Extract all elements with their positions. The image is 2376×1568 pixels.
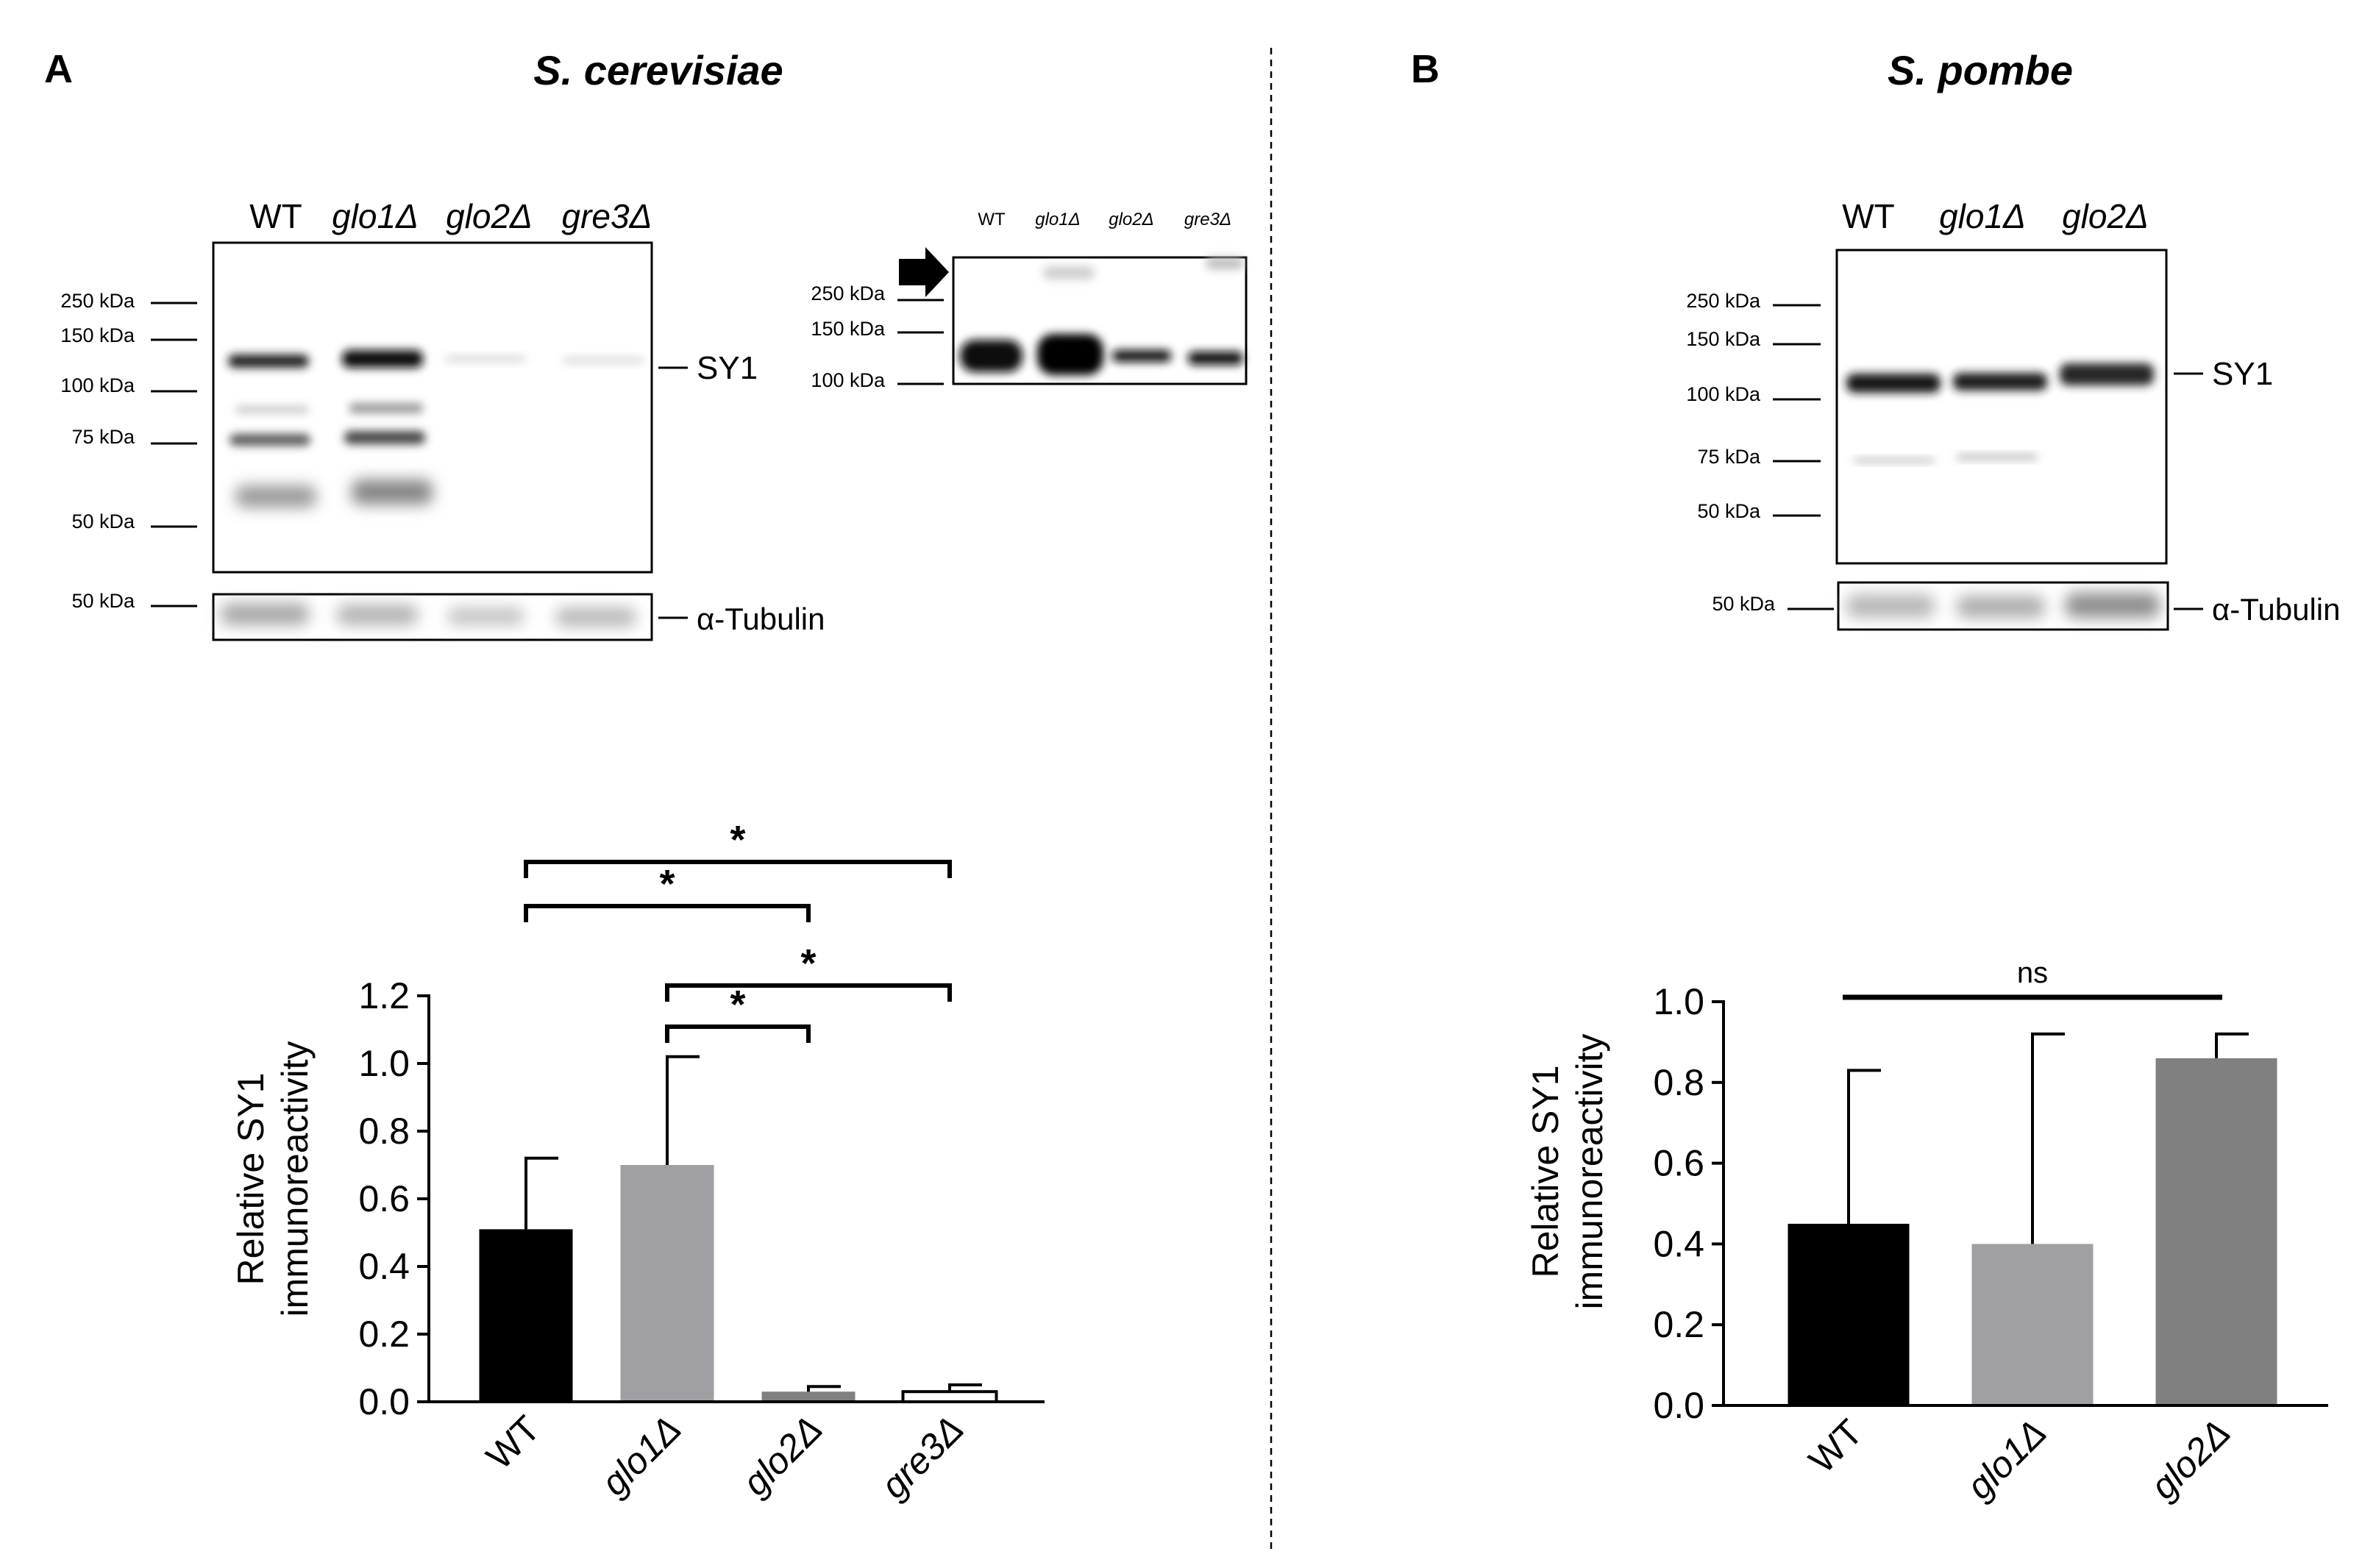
blot-b-loading-label: α-Tubulin	[2212, 592, 2340, 627]
blot-b-marker: 100 kDa	[1686, 383, 1761, 405]
blot-b-loading-marker: 50 kDa	[1712, 593, 1776, 615]
chart-a-y-tick-label: 0.0	[358, 1381, 410, 1422]
blot-a-marker: 150 kDa	[60, 324, 135, 346]
blot-b-marker: 50 kDa	[1697, 500, 1761, 522]
blot-a-marker: 250 kDa	[60, 290, 135, 312]
chart-b-bar	[1788, 1223, 1910, 1405]
blot-a-markers: 250 kDa 150 kDa 100 kDa 75 kDa 50 kDa	[60, 290, 197, 532]
inset-lane-label: WT	[978, 210, 1006, 229]
band	[344, 431, 425, 444]
blot-a-marker: 50 kDa	[71, 510, 135, 532]
chart-b-ylabel-line2: immunoreactivity	[1569, 1033, 1610, 1309]
blot-b-image	[1835, 249, 2168, 565]
inset-lane-label: glo2Δ	[1109, 210, 1153, 229]
blot-a-loading-marker: 50 kDa	[71, 590, 135, 612]
chart-b-x-tick-label: glo2Δ	[2143, 1411, 2238, 1507]
chart-b-y-tick-label: 0.2	[1653, 1304, 1704, 1345]
chart-a-sig-bracket	[524, 860, 952, 878]
band	[563, 357, 644, 363]
inset-marker: 250 kDa	[811, 282, 886, 304]
blot-b-lane-label: glo1Δ	[1939, 197, 2026, 235]
chart-b: Relative SY1 immunoreactivity 0.0 0.2 0.4 0…	[1525, 957, 2328, 1507]
chart-a-bar	[620, 1165, 714, 1402]
band	[228, 354, 309, 368]
band	[349, 403, 423, 413]
blot-a-tubulin-image	[212, 593, 653, 641]
arrow-icon	[899, 247, 949, 297]
chart-a: Relative SY1 immunoreactivity 0.0 0.2 0.4 0…	[230, 818, 1045, 1506]
chart-a-bar	[479, 1229, 573, 1402]
chart-a-y-tick-label: 0.2	[358, 1314, 410, 1355]
band	[235, 406, 309, 413]
blot-a-lane-label: glo1Δ	[332, 197, 419, 235]
blot-b-lane-label: glo2Δ	[2062, 197, 2149, 235]
chart-a-x-tick-label: gre3Δ	[873, 1408, 972, 1506]
blot-b-lane-headers: WT glo1Δ glo2Δ	[1842, 197, 2149, 235]
chart-a-sig-bracket	[524, 904, 811, 922]
blot-b-marker: 250 kDa	[1686, 290, 1761, 312]
chart-b-x-tick-label: glo1Δ	[1959, 1411, 2055, 1507]
panel-b-label: B	[1411, 47, 1440, 91]
chart-b-ylabel-line1: Relative SY1	[1525, 1065, 1566, 1277]
chart-a-y-tick-label: 1.2	[358, 975, 410, 1016]
inset-marker: 100 kDa	[811, 369, 886, 391]
chart-a-y-tick-label: 0.4	[358, 1246, 410, 1287]
chart-a-bar	[901, 1390, 998, 1403]
chart-b-x-tick-label: WT	[1801, 1411, 1871, 1481]
blot-b-markers: 250 kDa 150 kDa 100 kDa 75 kDa 50 kDa	[1686, 290, 1821, 522]
blot-a-lane-headers: WT glo1Δ glo2Δ gre3Δ	[249, 197, 652, 235]
chart-a-sig-label: *	[730, 983, 745, 1027]
chart-a-sig-bracket	[665, 1024, 811, 1043]
blot-a-band-label: SY1	[697, 350, 758, 386]
blot-b-lane-label: WT	[1842, 197, 1895, 235]
chart-a-x-tick-label: glo2Δ	[735, 1408, 830, 1503]
inset-lane-headers: WT glo1Δ glo2Δ gre3Δ	[978, 210, 1231, 229]
inset-markers: 250 kDa 150 kDa 100 kDa	[811, 282, 944, 391]
chart-a-y-tick-label: 0.8	[358, 1111, 410, 1152]
chart-a-y-tick-label: 1.0	[358, 1043, 410, 1084]
chart-b-y-tick-label: 0.8	[1653, 1062, 1704, 1103]
blot-a-lane-label: WT	[249, 197, 302, 235]
chart-a-sig-bracket	[665, 983, 952, 1002]
chart-a-y-tick-label: 0.6	[358, 1178, 410, 1219]
blot-a-lane-label: gre3Δ	[562, 197, 652, 235]
chart-a-bar	[761, 1391, 856, 1402]
chart-a-ylabel-line2: immunoreactivity	[274, 1041, 316, 1316]
chart-b-bar	[1971, 1244, 2094, 1405]
chart-a-x-tick-label: glo1Δ	[594, 1408, 689, 1503]
blot-b-marker: 150 kDa	[1686, 328, 1761, 350]
blot-b-band-label: SY1	[2212, 356, 2273, 392]
panel-b-title: S. pombe	[1888, 47, 2073, 93]
blot-a-lane-label: glo2Δ	[446, 197, 533, 235]
blot-a-loading-label: α-Tubulin	[697, 602, 825, 636]
band	[445, 356, 526, 362]
inset-lane-label: glo1Δ	[1035, 210, 1080, 229]
panel-a-title: S. cerevisiae	[533, 47, 783, 93]
blot-a-marker: 75 kDa	[71, 426, 135, 448]
band	[342, 350, 423, 368]
chart-b-y-tick-label: 0.6	[1653, 1143, 1704, 1184]
chart-a-sig-label: *	[730, 818, 745, 862]
chart-a-sig-label: *	[659, 862, 675, 906]
blot-a-image	[212, 241, 653, 574]
chart-b-y-tick-label: 0.0	[1653, 1385, 1704, 1426]
band	[230, 434, 310, 446]
panel-a-label: A	[44, 47, 73, 91]
blot-b-tubulin-image	[1837, 581, 2169, 631]
band	[352, 480, 433, 505]
chart-a-x-tick-label: WT	[478, 1408, 548, 1478]
inset-lane-label: gre3Δ	[1184, 210, 1231, 229]
chart-b-sig-label: ns	[2017, 957, 2048, 989]
inset-blot-image	[952, 256, 1248, 385]
blot-a-marker: 100 kDa	[60, 374, 135, 396]
blot-b-marker: 75 kDa	[1697, 446, 1761, 468]
chart-b-bar	[2155, 1058, 2277, 1405]
inset-marker: 150 kDa	[811, 318, 886, 340]
chart-b-y-tick-label: 1.0	[1653, 981, 1704, 1022]
band	[235, 485, 316, 507]
chart-a-ylabel-line1: Relative SY1	[230, 1072, 271, 1285]
chart-b-y-tick-label: 0.4	[1653, 1223, 1704, 1264]
chart-a-sig-label: *	[800, 941, 816, 986]
